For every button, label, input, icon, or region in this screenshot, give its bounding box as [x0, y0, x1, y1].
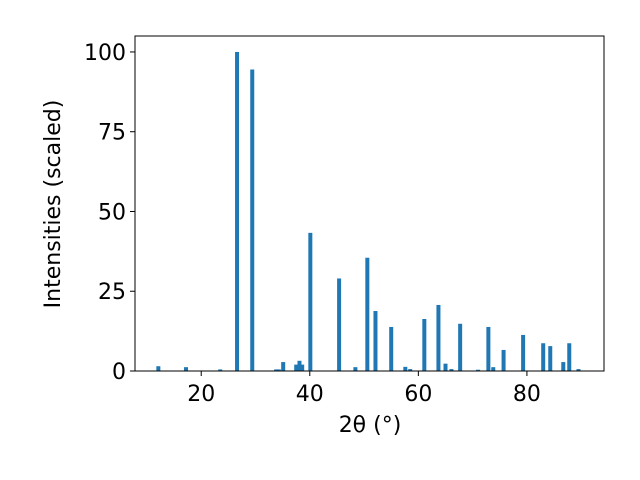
x-tick-label: 40: [296, 382, 324, 407]
y-tick-label: 50: [98, 200, 126, 225]
bar: [561, 362, 566, 371]
bar: [548, 346, 553, 371]
bar: [300, 364, 305, 371]
bar: [521, 334, 526, 371]
bar: [541, 343, 546, 371]
bar: [218, 369, 223, 371]
bar: [235, 51, 240, 371]
bar: [458, 323, 463, 371]
x-tick-label: 20: [187, 382, 215, 407]
bar: [250, 69, 255, 371]
bar: [274, 369, 279, 371]
bar: [365, 257, 370, 371]
y-axis-label: Intensities (scaled): [41, 100, 66, 309]
bar: [567, 343, 572, 371]
bar: [308, 232, 313, 371]
bar: [491, 367, 496, 371]
bar: [184, 367, 189, 371]
bar: [408, 369, 413, 371]
bar: [576, 369, 581, 371]
y-tick-label: 75: [98, 121, 126, 146]
x-axis-label: 2θ (°): [339, 413, 402, 438]
bar: [449, 369, 454, 371]
bar: [501, 349, 506, 371]
plot-frame: [134, 35, 605, 372]
bar: [443, 363, 448, 371]
bar: [476, 369, 481, 371]
y-tick-label: 0: [112, 360, 126, 385]
bar: [422, 318, 427, 371]
bar: [389, 326, 394, 371]
bar: [373, 311, 378, 371]
y-tick-label: 100: [84, 41, 126, 66]
bar: [294, 364, 299, 371]
bar: [403, 366, 408, 371]
bar: [337, 278, 342, 371]
y-tick-label: 25: [98, 280, 126, 305]
bar: [297, 360, 302, 371]
bar: [156, 366, 161, 371]
x-tick-label: 80: [513, 382, 541, 407]
bar: [436, 304, 441, 371]
bar: [486, 326, 491, 371]
bar: [353, 367, 358, 371]
bar: [276, 369, 281, 371]
bar: [281, 362, 286, 371]
x-tick-label: 60: [404, 382, 432, 407]
